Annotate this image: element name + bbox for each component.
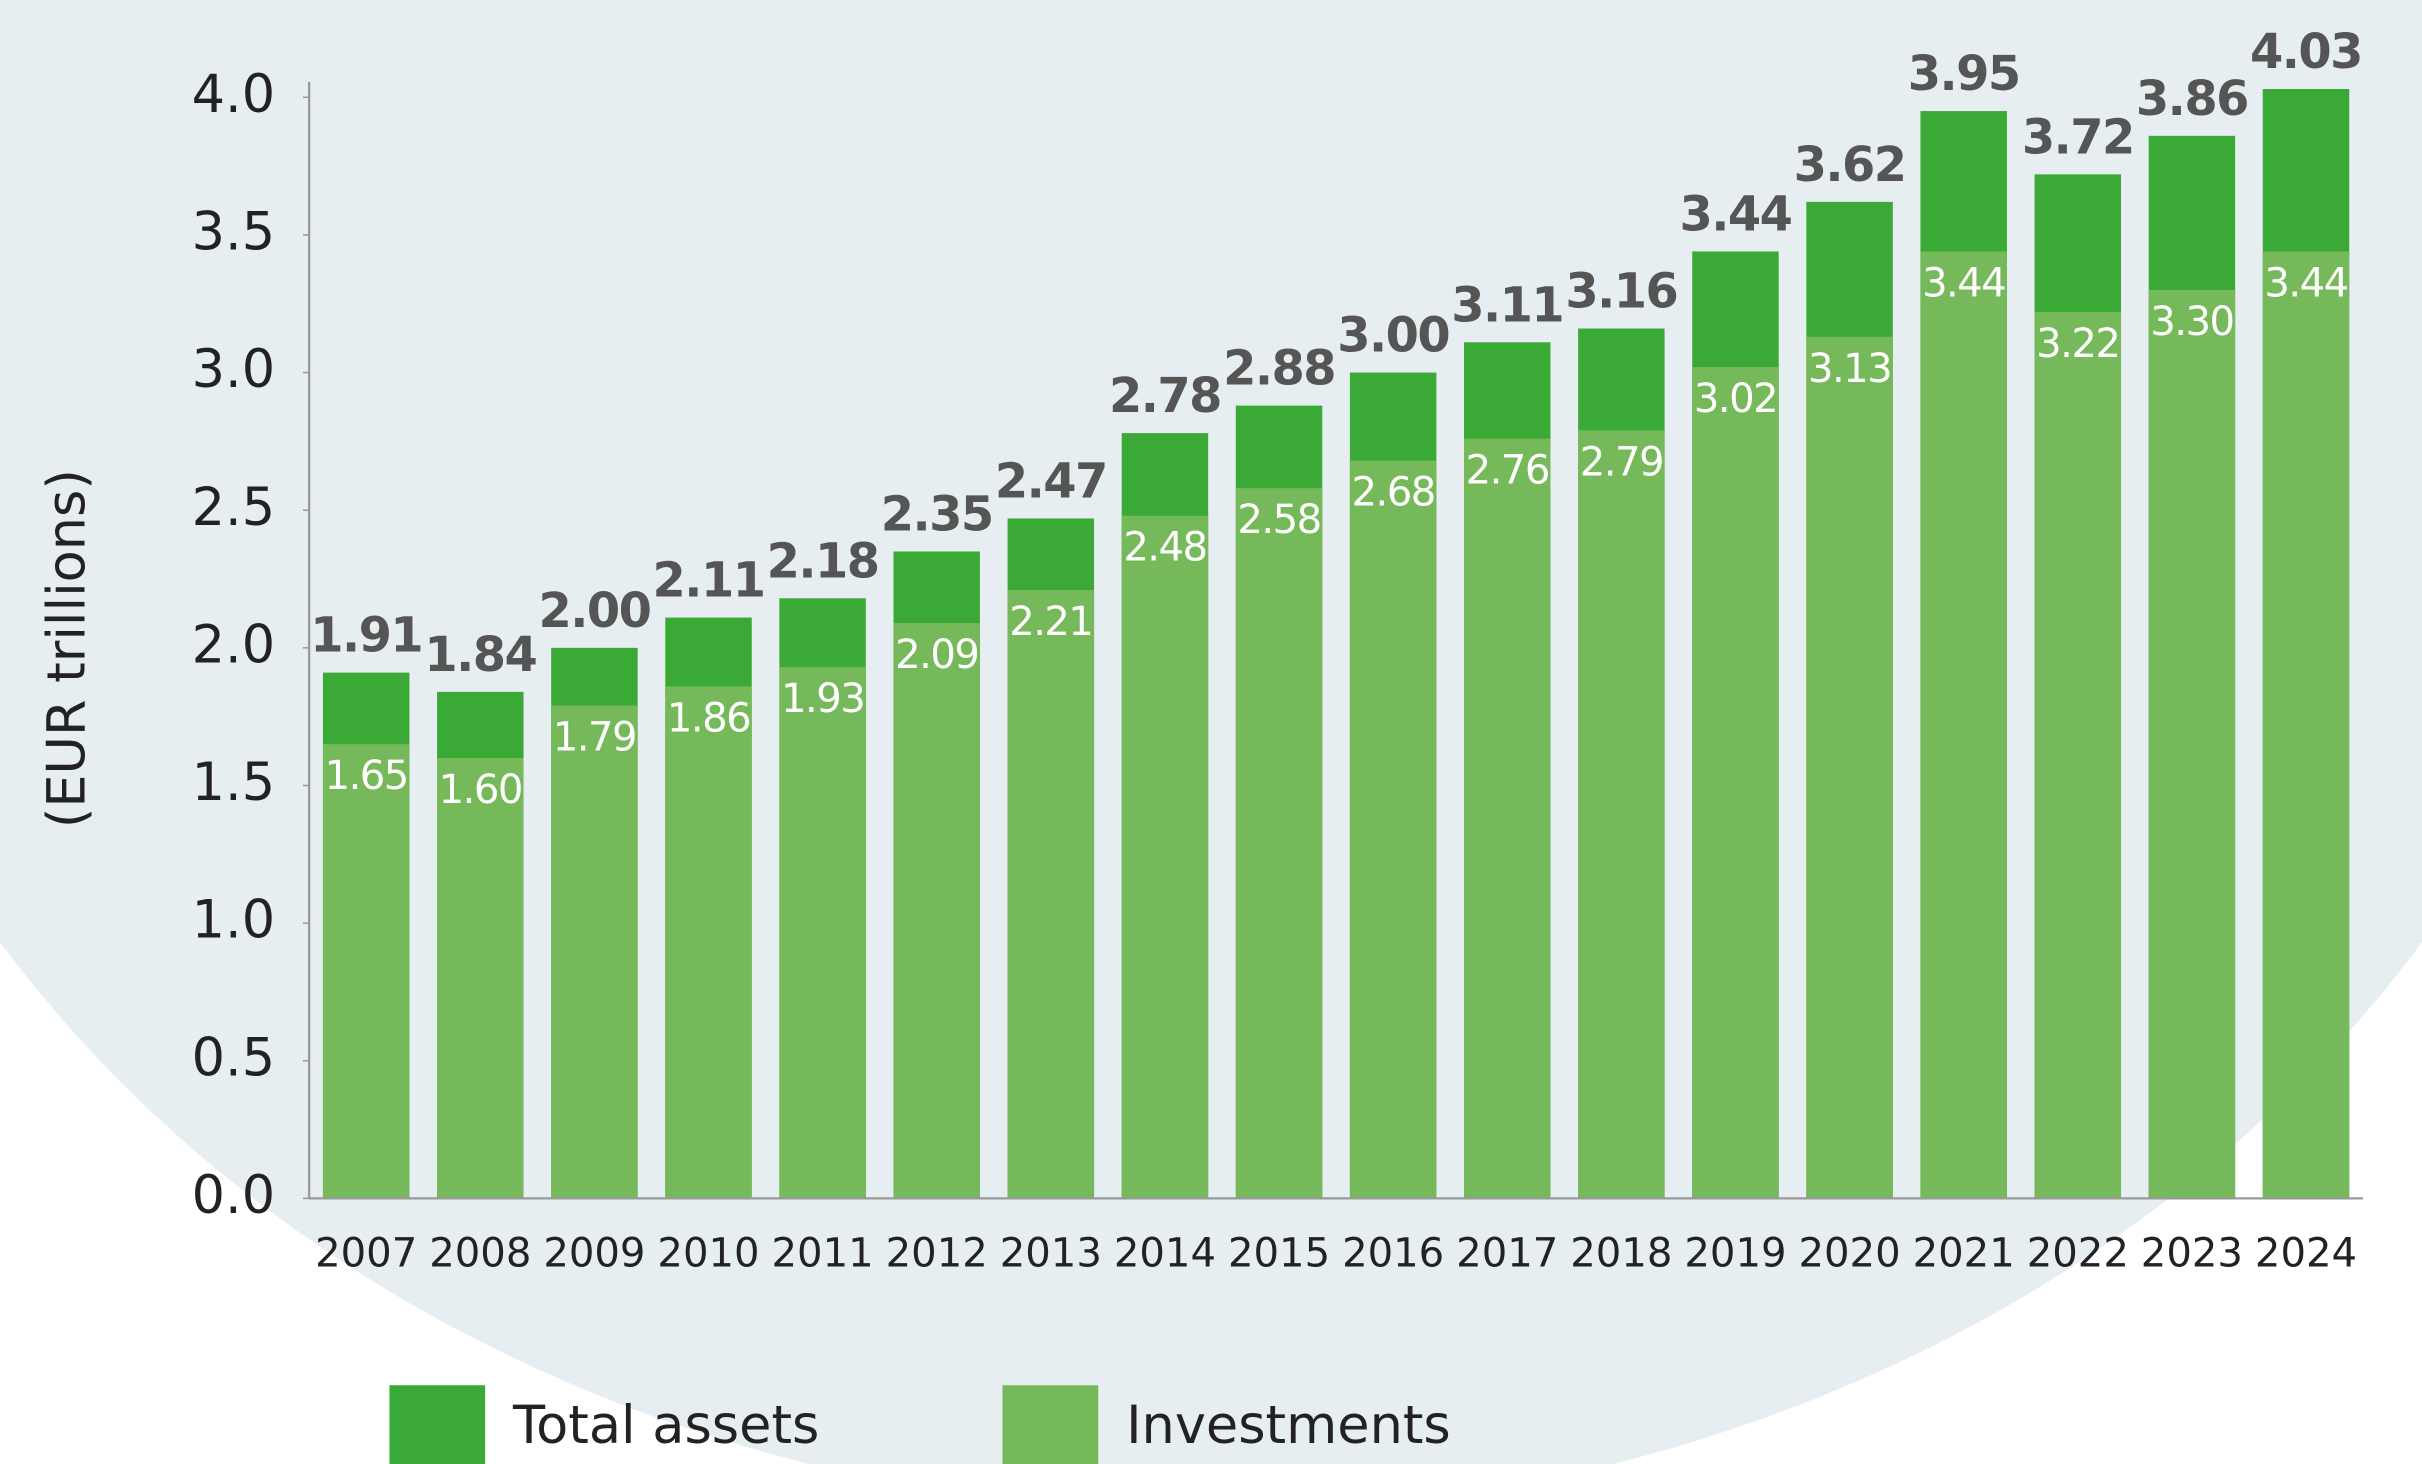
bar [551, 705, 638, 1199]
value-label: 3.62 [1794, 138, 1906, 193]
value-label: 2.68 [1352, 470, 1435, 516]
y-tick-label: 1.5 [192, 752, 275, 813]
bar [665, 686, 752, 1199]
value-label: 3.86 [2136, 72, 2248, 127]
bar [1578, 430, 1665, 1199]
y-tick-label: 1.0 [192, 890, 275, 951]
x-tick-label: 2024 [2255, 1231, 2357, 1277]
x-tick-label: 2020 [1798, 1231, 1900, 1277]
value-label: 1.79 [553, 715, 636, 761]
y-tick-label: 2.5 [192, 477, 275, 538]
value-label: 3.02 [1694, 376, 1777, 422]
value-label: 2.11 [653, 554, 765, 609]
value-label: 3.44 [2264, 260, 2347, 306]
x-tick-label: 2009 [543, 1231, 645, 1277]
bar [779, 667, 866, 1199]
value-label: 1.86 [667, 695, 750, 741]
value-label: 2.18 [767, 534, 879, 589]
x-tick-label: 2014 [1114, 1231, 1216, 1277]
value-label: 3.16 [1565, 265, 1677, 320]
legend-swatch [389, 1385, 486, 1464]
bar [1920, 251, 2007, 1199]
x-tick-label: 2022 [2027, 1231, 2129, 1277]
bar [322, 744, 410, 1199]
value-label: 1.65 [325, 753, 408, 799]
value-label: 2.79 [1580, 439, 1663, 485]
value-label: 2.21 [1009, 599, 1092, 645]
x-tick-label: 2010 [657, 1231, 759, 1277]
x-tick-label: 2018 [1570, 1231, 1672, 1277]
bar [1464, 438, 1551, 1199]
x-tick-label: 2021 [1913, 1231, 2015, 1277]
value-label: 3.22 [2036, 321, 2119, 367]
value-label: 2.78 [1109, 369, 1221, 424]
value-label: 1.91 [310, 609, 422, 664]
x-tick-label: 2015 [1228, 1231, 1330, 1277]
y-tick-label: 0.5 [192, 1027, 275, 1088]
bar [1007, 590, 1095, 1199]
bar [2034, 312, 2122, 1199]
legend-swatch [1002, 1385, 1099, 1464]
legend-label: Investments [1126, 1395, 1451, 1456]
y-tick-label: 3.5 [192, 202, 275, 263]
value-label: 3.44 [1922, 260, 2005, 306]
value-label: 2.88 [1223, 342, 1335, 397]
x-tick-label: 2013 [1000, 1231, 1102, 1277]
value-label: 3.13 [1808, 346, 1891, 392]
x-tick-label: 2016 [1342, 1231, 1444, 1277]
value-label: 2.76 [1466, 448, 1549, 494]
x-tick-label: 2023 [2141, 1231, 2243, 1277]
x-tick-label: 2008 [429, 1231, 531, 1277]
x-tick-label: 2011 [772, 1231, 874, 1277]
value-label: 2.35 [881, 488, 993, 543]
value-label: 2.48 [1123, 525, 1206, 571]
bar [1806, 336, 1893, 1199]
x-tick-label: 2017 [1456, 1231, 1558, 1277]
bar [2262, 251, 2350, 1199]
y-axis-label: (EUR trillions) [36, 469, 97, 828]
value-label: 1.60 [439, 767, 522, 813]
value-label: 2.09 [895, 632, 978, 678]
value-label: 2.47 [995, 454, 1107, 509]
x-tick-label: 2019 [1684, 1231, 1786, 1277]
value-label: 2.00 [538, 584, 650, 639]
value-label: 2.58 [1237, 497, 1320, 543]
value-label: 3.44 [1680, 187, 1792, 242]
x-tick-label: 2007 [315, 1231, 417, 1277]
value-label: 3.00 [1337, 309, 1449, 364]
bar [1121, 515, 1209, 1199]
value-label: 3.72 [2022, 110, 2134, 165]
value-label: 1.93 [781, 676, 864, 722]
y-tick-label: 0.0 [192, 1165, 275, 1226]
legend-label: Total assets [512, 1395, 819, 1456]
value-label: 3.30 [2150, 299, 2233, 345]
value-label: 3.11 [1451, 278, 1563, 333]
bar [1349, 460, 1437, 1199]
bar [2148, 289, 2236, 1199]
x-tick-label: 2012 [886, 1231, 988, 1277]
bar [1235, 488, 1323, 1199]
bar [893, 623, 980, 1199]
y-tick-label: 2.0 [192, 614, 275, 675]
value-label: 3.95 [1908, 47, 2020, 102]
bar [1692, 367, 1779, 1199]
value-label: 1.84 [424, 628, 536, 683]
bar [437, 757, 524, 1199]
y-tick-label: 3.0 [192, 339, 275, 400]
value-label: 4.03 [2250, 25, 2362, 80]
y-tick-label: 4.0 [192, 64, 275, 125]
